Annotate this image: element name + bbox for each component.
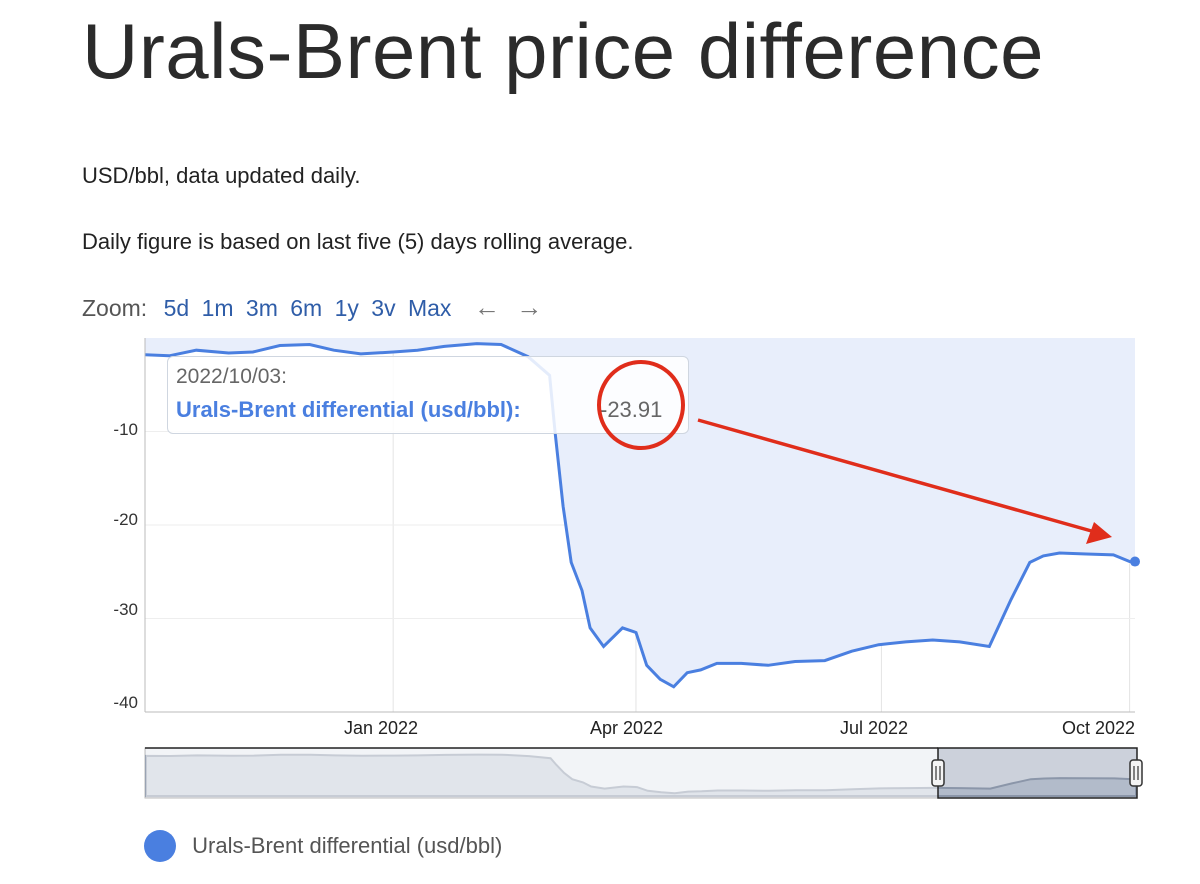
zoom-bar: Zoom: 5d 1m 3m 6m 1y 3v Max ← →	[82, 292, 542, 323]
tooltip-date: 2022/10/03:	[176, 365, 287, 388]
navigator-unselected-mask	[146, 749, 938, 797]
series-line	[144, 342, 1136, 689]
navigator-series	[145, 753, 1137, 797]
x-tick-label: Oct 2022	[1062, 718, 1136, 738]
zoom-6m[interactable]: 6m	[290, 295, 323, 321]
tooltip-series-name: Urals-Brent differential (usd/bbl):	[176, 397, 521, 422]
page-title: Urals-Brent price difference	[82, 7, 1044, 95]
units-note: USD/bbl, data updated daily.	[82, 163, 361, 188]
zoom-1y[interactable]: 1y	[334, 295, 359, 321]
navigator[interactable]	[144, 747, 1143, 799]
y-tick-label: -40	[113, 693, 138, 712]
x-tick-label: Jul 2022	[840, 718, 909, 738]
y-tick-label: -20	[113, 510, 138, 529]
zoom-5d[interactable]: 5d	[163, 295, 190, 321]
navigator-handle-left[interactable]	[931, 759, 945, 787]
legend-marker-icon	[144, 830, 176, 862]
zoom-3m[interactable]: 3m	[245, 295, 278, 321]
x-tick-label: Apr 2022	[590, 718, 664, 738]
y-tick-label: -10	[113, 420, 138, 439]
zoom-max[interactable]: Max	[407, 295, 452, 321]
annotation-arrow-head	[1086, 522, 1112, 544]
annotation-circle	[597, 360, 685, 450]
chart-legend[interactable]: Urals-Brent differential (usd/bbl)	[144, 830, 502, 862]
legend-label: Urals-Brent differential (usd/bbl)	[192, 833, 503, 858]
navigator-handle-right[interactable]	[1129, 759, 1143, 787]
x-tick-label: Jan 2022	[344, 718, 419, 738]
method-note: Daily figure is based on last five (5) d…	[82, 229, 634, 254]
zoom-label: Zoom:	[82, 295, 148, 321]
annotation-arrow-shaft	[697, 418, 1096, 534]
y-tick-label: -30	[113, 600, 138, 619]
navigator-selection[interactable]	[937, 747, 1138, 799]
annotation-arrow	[697, 418, 1112, 544]
last-point-marker	[1130, 556, 1140, 567]
zoom-3v[interactable]: 3v	[371, 295, 396, 321]
arrow-left-icon[interactable]: ←	[473, 292, 500, 322]
arrow-right-icon[interactable]: →	[516, 292, 543, 322]
zoom-1m[interactable]: 1m	[201, 295, 234, 321]
series-area	[145, 338, 1135, 687]
